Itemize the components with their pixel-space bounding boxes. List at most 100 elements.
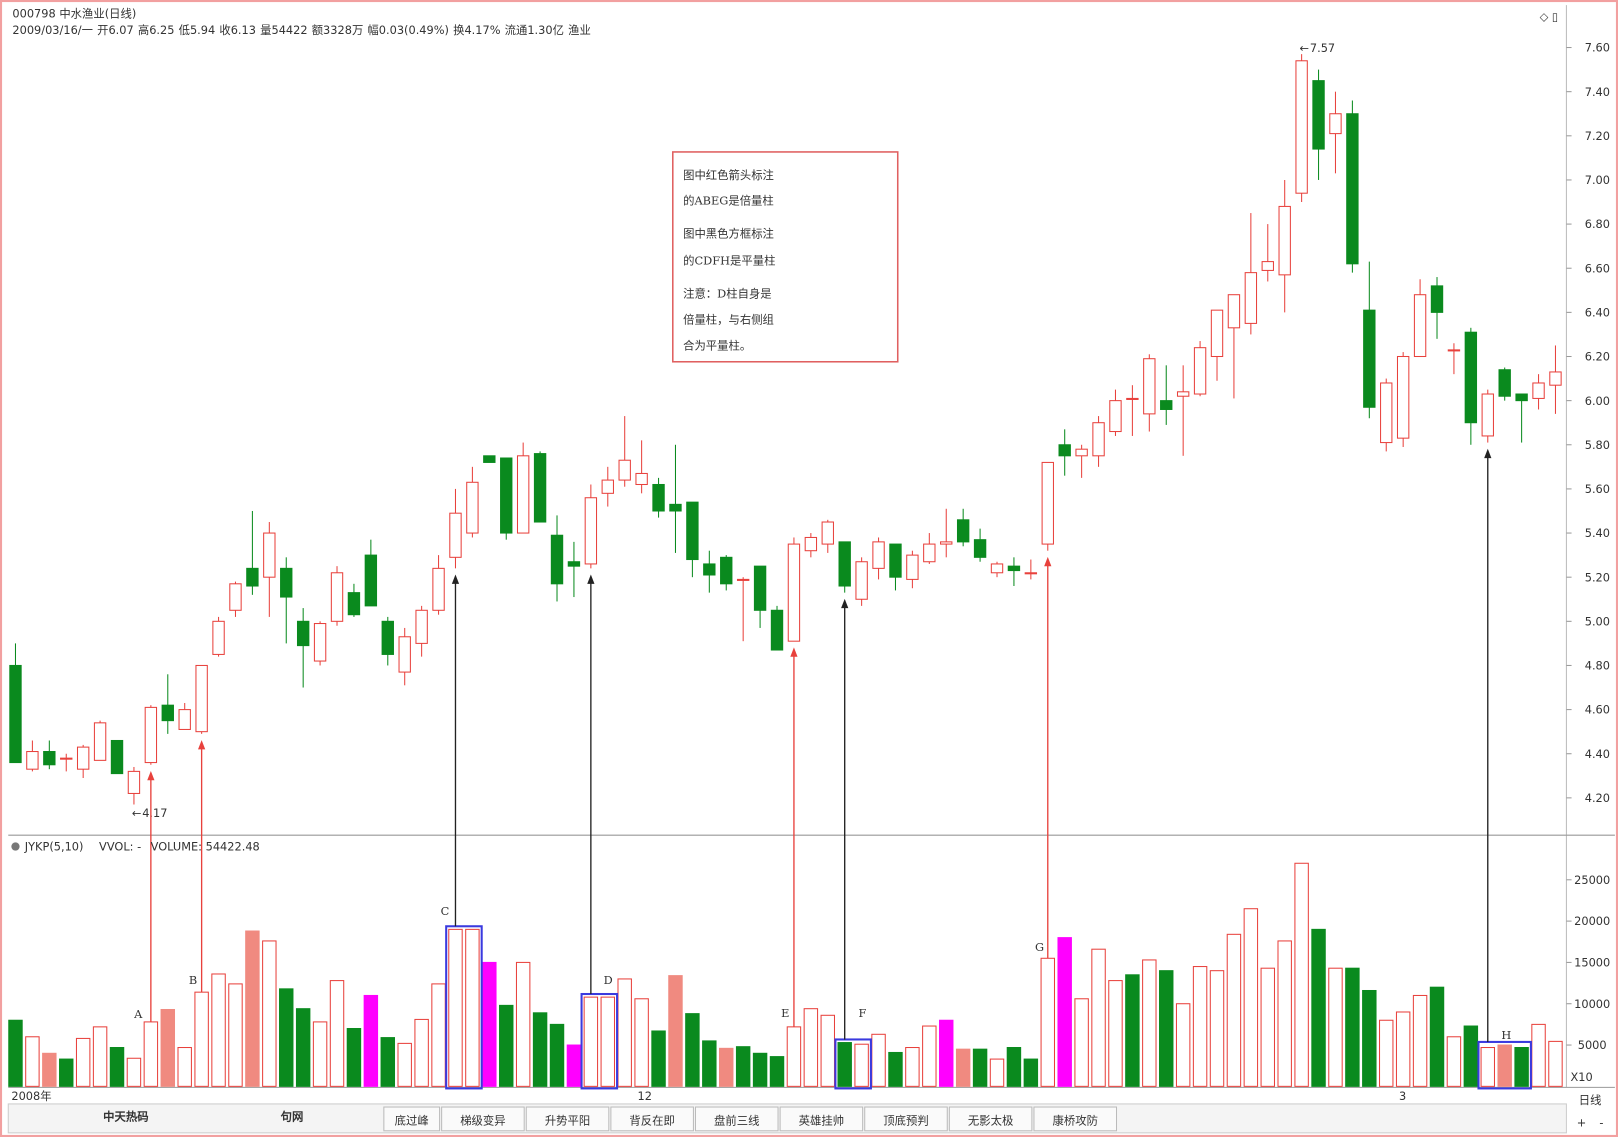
- candle-body: [618, 459, 631, 481]
- candle-body: [923, 543, 936, 563]
- candle-body: [330, 572, 344, 622]
- candle-body: [1413, 294, 1427, 358]
- x-tick-label: 2008年: [11, 1089, 51, 1103]
- volume-bar: [1362, 989, 1377, 1087]
- tab-label: 背反在即: [629, 1114, 674, 1128]
- arrow-head: [790, 647, 798, 657]
- volume-bar: [854, 1043, 869, 1087]
- watermark: 中天热码: [103, 1109, 148, 1123]
- candle-body: [990, 563, 1004, 574]
- tab-label: 底过峰: [395, 1114, 429, 1128]
- candle-body: [364, 554, 378, 607]
- indicator-volume: VOLUME: 54422.48: [151, 840, 260, 854]
- candle-body: [76, 746, 90, 770]
- header-info-item: 换4.17%: [453, 23, 501, 37]
- candle-body: [1295, 60, 1308, 194]
- candle-body: [161, 704, 174, 722]
- volume-bar: [363, 994, 379, 1087]
- volume-bar: [295, 1008, 311, 1087]
- candle-body: [652, 483, 665, 512]
- y-tick-label: 6.00: [1585, 394, 1610, 408]
- volume-bar: [1091, 948, 1106, 1087]
- volume-bar: [871, 1033, 886, 1087]
- volume-bar: [1192, 966, 1208, 1087]
- y-tick-label: 5.20: [1585, 570, 1610, 584]
- y-tick-label: 4.20: [1585, 791, 1610, 805]
- candle-body: [263, 532, 276, 578]
- tab: [948, 1106, 1033, 1132]
- tab-label: 康桥攻防: [1053, 1114, 1098, 1128]
- y2-tick-label: 20000: [1574, 914, 1610, 928]
- volume-bar: [820, 1014, 836, 1087]
- volume-bar: [482, 961, 497, 1087]
- volume-bar: [1548, 1040, 1563, 1087]
- volume-bar: [1514, 1047, 1529, 1087]
- volume-bar: [431, 983, 446, 1087]
- note-line: 的CDFH是平量柱: [683, 254, 775, 268]
- candle-body: [669, 503, 682, 512]
- volume-bar: [1379, 1019, 1394, 1087]
- y-tick-label: 6.80: [1585, 217, 1610, 231]
- volume-bar: [617, 978, 632, 1087]
- volume-bar: [769, 1056, 785, 1087]
- y-tick-label: 7.20: [1585, 129, 1610, 143]
- volume-bar: [329, 980, 345, 1087]
- volume-bar: [1226, 933, 1242, 1087]
- flat-volume-box: [580, 992, 619, 1090]
- candle-body: [1515, 393, 1528, 402]
- tab-label: 盘前三线: [714, 1114, 759, 1128]
- y-tick-label: 4.60: [1585, 703, 1610, 717]
- header-info-item: 量54422: [260, 23, 307, 37]
- extreme-label: 7.57: [1310, 41, 1335, 55]
- zoom-in[interactable]: +: [1577, 1116, 1587, 1130]
- volume-bar: [1108, 980, 1123, 1087]
- x-tick-label: 12: [638, 1089, 652, 1103]
- zoom-out[interactable]: -: [1599, 1116, 1603, 1130]
- candle-body: [229, 583, 242, 611]
- extreme-label: 4.17: [142, 806, 167, 820]
- tab: [383, 1106, 441, 1132]
- candle-body: [855, 561, 868, 600]
- arrow-head: [198, 740, 206, 750]
- candle-body: [1312, 80, 1325, 150]
- candle-body: [1143, 358, 1156, 415]
- volume-bar: [566, 1044, 582, 1087]
- candle-body: [178, 709, 191, 730]
- candle-body: [195, 664, 208, 733]
- volume-bar: [752, 1052, 768, 1087]
- y-tick-label: 5.40: [1585, 526, 1610, 540]
- volume-bar: [685, 1013, 700, 1087]
- arrow-head: [587, 574, 595, 584]
- candle-body: [1447, 349, 1461, 352]
- volume-bar: [1531, 1023, 1546, 1087]
- candle-body: [533, 453, 547, 523]
- candle-body: [144, 706, 158, 764]
- unit-label: X10: [1571, 1070, 1593, 1084]
- volume-bar: [25, 1036, 40, 1087]
- volume-bar: [955, 1048, 971, 1087]
- candle-body: [1244, 272, 1258, 324]
- x-tick-label: 3: [1399, 1089, 1406, 1103]
- extreme-arrow: ←: [132, 806, 142, 820]
- volume-bar: [1412, 994, 1428, 1087]
- candle-body: [1278, 205, 1291, 276]
- candle-body: [127, 770, 141, 794]
- y2-tick-label: 25000: [1574, 873, 1610, 887]
- candle-body: [296, 620, 310, 647]
- header-info-item: 低5.94: [179, 23, 216, 37]
- y-tick-label: 4.80: [1585, 659, 1610, 673]
- y-tick-label: 5.00: [1585, 614, 1610, 628]
- header-info-item: 渔业: [568, 23, 591, 37]
- annotation-label: D: [604, 973, 613, 987]
- tab: [1033, 1106, 1118, 1132]
- volume-bar: [1175, 1003, 1191, 1087]
- annotation-label: A: [133, 1007, 143, 1021]
- volume-bar: [1074, 998, 1089, 1087]
- volume-bar: [735, 1046, 751, 1087]
- volume-bar: [1429, 986, 1445, 1087]
- tab-label: 顶底预判: [883, 1114, 928, 1128]
- candle-body: [280, 567, 293, 598]
- annotation-label: F: [859, 1006, 867, 1020]
- candle-body: [1481, 393, 1494, 437]
